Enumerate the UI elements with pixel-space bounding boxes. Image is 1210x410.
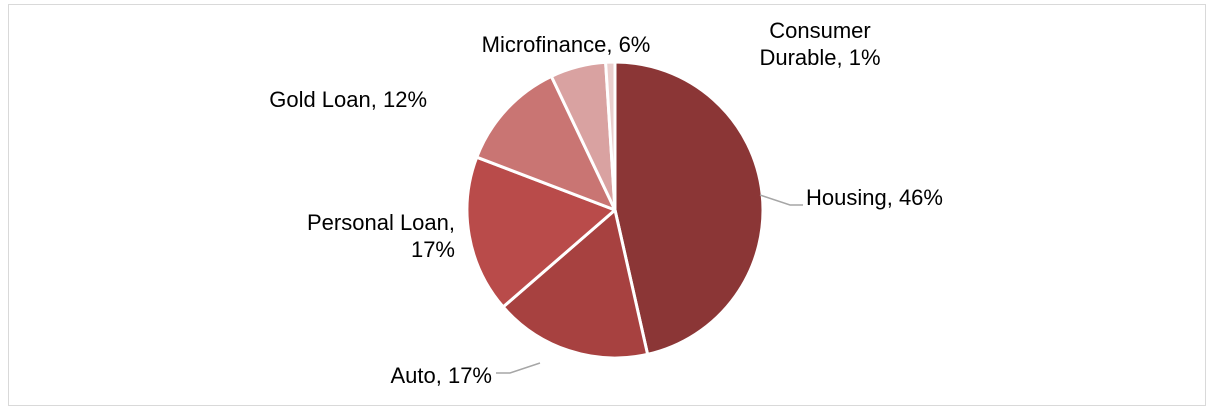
pie-slices: [465, 60, 765, 360]
slice-label-housing: Housing, 46%: [806, 185, 943, 210]
pie-slice-gold-loan: [475, 74, 617, 212]
leader-line-auto: [496, 362, 541, 374]
slice-label-auto: Auto, 17%: [390, 363, 492, 388]
slice-label-gold-loan: Gold Loan, 12%: [269, 87, 427, 112]
slice-label-consumer-durable: Consumer Durable, 1%: [759, 18, 880, 70]
pie-slice-consumer-durable: [604, 60, 617, 212]
pie-slice-auto: [501, 208, 650, 360]
slice-label-microfinance: Microfinance, 6%: [482, 32, 651, 57]
leader-lines: [496, 194, 803, 374]
slice-label-personal-loan: Personal Loan, 17%: [307, 210, 455, 262]
slice-labels: Housing, 46% Auto, 17% Personal Loan, 17% Go…: [269, 18, 943, 388]
pie-slice-personal-loan: [465, 155, 617, 309]
leader-line-housing: [759, 194, 803, 206]
pie-slice-housing: [613, 60, 765, 356]
